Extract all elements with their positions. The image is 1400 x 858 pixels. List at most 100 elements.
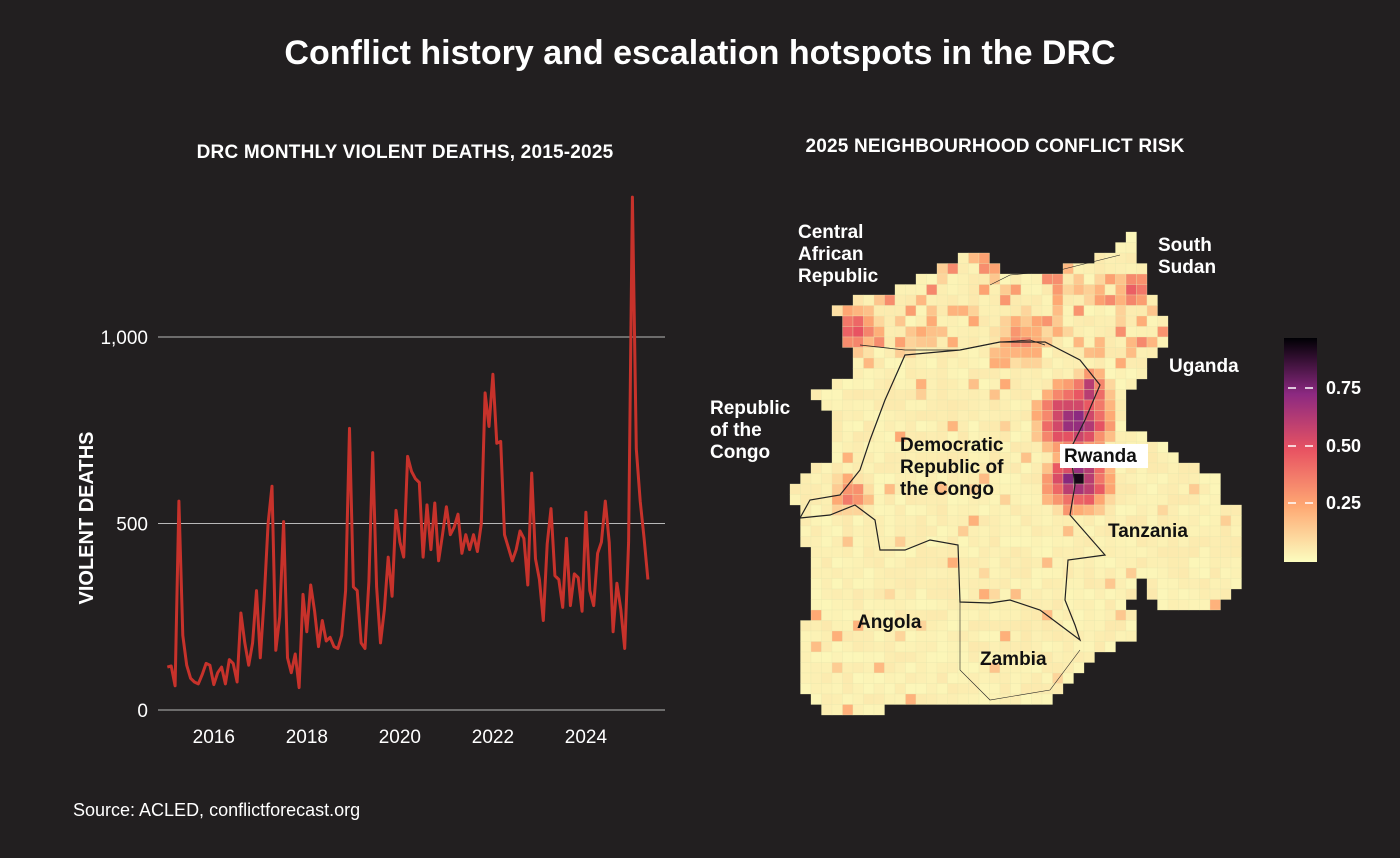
risk-cell — [1020, 410, 1032, 422]
risk-cell — [1188, 504, 1200, 516]
risk-cell — [1094, 494, 1106, 506]
risk-cell — [1083, 504, 1095, 516]
risk-cell — [1083, 609, 1095, 621]
risk-cell — [926, 599, 938, 611]
risk-cell — [978, 410, 990, 422]
risk-cell — [1073, 641, 1085, 653]
risk-cell — [978, 294, 990, 306]
risk-cell — [915, 515, 927, 527]
risk-cell — [968, 567, 980, 579]
risk-cell — [1199, 525, 1211, 537]
risk-cell — [1115, 420, 1127, 432]
risk-cell — [1083, 347, 1095, 359]
risk-cell — [957, 641, 969, 653]
risk-cell — [1146, 315, 1158, 327]
risk-cell — [1052, 546, 1064, 558]
risk-cell — [1199, 578, 1211, 590]
risk-cell — [1010, 473, 1022, 485]
risk-cell — [852, 420, 864, 432]
risk-cell — [1125, 630, 1137, 642]
risk-cell — [1094, 578, 1106, 590]
risk-cell — [852, 536, 864, 548]
risk-cell — [1094, 473, 1106, 485]
risk-cell — [999, 536, 1011, 548]
risk-cell — [1125, 620, 1137, 632]
risk-cell — [1157, 441, 1169, 453]
risk-cell — [915, 368, 927, 380]
risk-cell — [852, 641, 864, 653]
risk-cell — [1157, 452, 1169, 464]
risk-cell — [1073, 315, 1085, 327]
x-tick-label: 2022 — [472, 727, 514, 748]
risk-cell — [1031, 504, 1043, 516]
risk-cell — [884, 399, 896, 411]
risk-cell — [947, 630, 959, 642]
risk-cell — [999, 483, 1011, 495]
risk-cell — [1073, 399, 1085, 411]
risk-cell — [1020, 525, 1032, 537]
risk-cell — [1157, 473, 1169, 485]
risk-cell — [884, 578, 896, 590]
risk-cell — [1010, 399, 1022, 411]
risk-cell — [863, 567, 875, 579]
risk-cell — [1115, 578, 1127, 590]
risk-cell — [873, 294, 885, 306]
risk-cell — [1020, 326, 1032, 338]
risk-cell — [842, 420, 854, 432]
risk-cell — [831, 410, 843, 422]
risk-cell — [873, 693, 885, 705]
risk-cell — [873, 641, 885, 653]
risk-cell — [1104, 630, 1116, 642]
risk-cell — [1020, 546, 1032, 558]
country-label: Central — [798, 222, 863, 243]
risk-cell — [852, 494, 864, 506]
risk-cell — [1020, 588, 1032, 600]
risk-cell — [1041, 588, 1053, 600]
risk-cell — [1041, 326, 1053, 338]
risk-cell — [957, 336, 969, 348]
risk-cell — [915, 662, 927, 674]
risk-cell — [873, 462, 885, 474]
risk-cell — [810, 462, 822, 474]
risk-cell — [1125, 431, 1137, 443]
risk-cell — [957, 557, 969, 569]
risk-cell — [905, 389, 917, 401]
risk-cell — [821, 599, 833, 611]
risk-cell — [957, 683, 969, 695]
risk-cell — [1115, 284, 1127, 296]
risk-cell — [821, 683, 833, 695]
risk-cell — [1104, 599, 1116, 611]
risk-cell — [926, 588, 938, 600]
risk-cell — [1094, 420, 1106, 432]
risk-cell — [1167, 494, 1179, 506]
risk-cell — [831, 578, 843, 590]
risk-cell — [852, 557, 864, 569]
risk-cell — [863, 693, 875, 705]
country-label: Tanzania — [1108, 521, 1188, 542]
risk-cell — [831, 588, 843, 600]
risk-cell — [821, 672, 833, 684]
risk-cell — [821, 578, 833, 590]
risk-cell — [915, 357, 927, 369]
risk-cell — [999, 347, 1011, 359]
risk-cell — [831, 630, 843, 642]
risk-cell — [926, 546, 938, 558]
risk-cell — [842, 683, 854, 695]
risk-cell — [884, 305, 896, 317]
risk-cell — [1146, 336, 1158, 348]
risk-cell — [978, 284, 990, 296]
risk-cell — [968, 693, 980, 705]
risk-cell — [1062, 473, 1074, 485]
risk-cell — [884, 515, 896, 527]
risk-cell — [1010, 357, 1022, 369]
risk-cell — [1209, 525, 1221, 537]
risk-cell — [1178, 557, 1190, 569]
risk-cell — [821, 693, 833, 705]
country-label: Democratic — [900, 435, 1004, 456]
risk-cell — [1125, 473, 1137, 485]
risk-cell — [1209, 494, 1221, 506]
risk-cell — [1104, 546, 1116, 558]
risk-cell — [1083, 420, 1095, 432]
risk-cell — [1052, 294, 1064, 306]
risk-cell — [1083, 273, 1095, 285]
